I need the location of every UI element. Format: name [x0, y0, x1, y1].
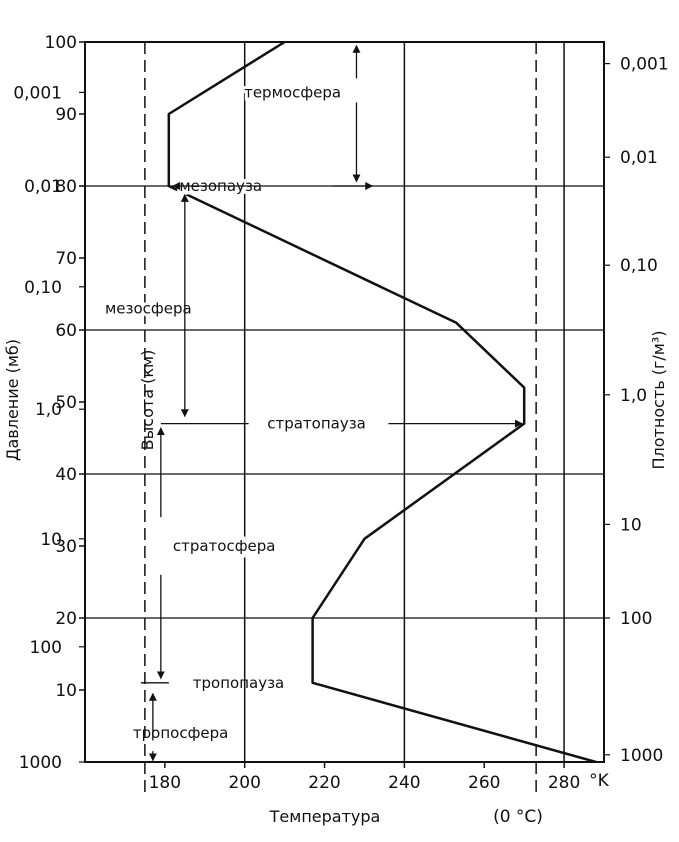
pressure-tick-label: 0,01 — [24, 177, 62, 197]
pressure-axis-title: Давление (мб) — [3, 339, 22, 461]
altitude-axis-title: Высота (км) — [138, 350, 157, 451]
axis-ticks: 180 200 220 240 260 2801020304050607080901000… — [13, 33, 668, 793]
temperature-line — [167, 40, 597, 764]
pressure-tick-label: 0,001 — [13, 83, 62, 103]
x-tick-label: 280 — [548, 773, 580, 793]
layer-label: стратосфера — [173, 537, 276, 555]
x-axis-title: Температура — [269, 807, 381, 826]
altitude-tick-label: 90 — [55, 105, 77, 125]
layer-label: тропосфера — [133, 724, 228, 742]
altitude-tick-label: 60 — [55, 321, 77, 341]
altitude-tick-label: 80 — [55, 177, 77, 197]
layer-label: мезосфера — [105, 299, 192, 317]
density-tick-label: 1000 — [620, 746, 663, 766]
x-tick-label: 220 — [308, 773, 340, 793]
temperature-profile — [167, 40, 597, 764]
altitude-tick-label: 70 — [55, 249, 77, 269]
density-tick-label: 10 — [620, 515, 642, 535]
pressure-tick-label: 1,0 — [35, 400, 62, 420]
density-tick-label: 0,10 — [620, 256, 658, 276]
density-tick-label: 0,01 — [620, 148, 658, 168]
altitude-tick-label: 40 — [55, 465, 77, 485]
plot-frame — [84, 41, 605, 763]
pressure-tick-label: 1000 — [19, 753, 62, 773]
pressure-tick-label: 0,10 — [24, 278, 62, 298]
density-tick-label: 1,0 — [620, 386, 647, 406]
pressure-tick-label: 10 — [40, 530, 62, 550]
altitude-tick-label: 100 — [45, 33, 77, 53]
layer-label: стратопауза — [267, 415, 366, 433]
x-tick-label: 200 — [228, 773, 260, 793]
x-tick-label: 260 — [468, 773, 500, 793]
altitude-tick-label: 50 — [55, 393, 77, 413]
density-tick-label: 100 — [620, 609, 652, 629]
density-axis-title: Плотность (г/м³) — [649, 330, 668, 469]
celsius-marker-label: (0 °C) — [493, 807, 543, 827]
altitude-tick-label: 10 — [55, 681, 77, 701]
x-tick-label: 240 — [388, 773, 420, 793]
pressure-tick-label: 100 — [30, 638, 62, 658]
x-axis-unit: °K — [589, 771, 610, 791]
layer-label: тропопауза — [193, 674, 284, 692]
density-tick-label: 0,001 — [620, 55, 669, 75]
layer-annotations: термосферамезопаузамезосферастратопаузас… — [102, 44, 523, 762]
altitude-tick-label: 20 — [55, 609, 77, 629]
x-tick-label: 180 — [149, 773, 181, 793]
layer-label: термосфера — [244, 83, 341, 101]
altitude-tick-label: 30 — [55, 537, 77, 557]
